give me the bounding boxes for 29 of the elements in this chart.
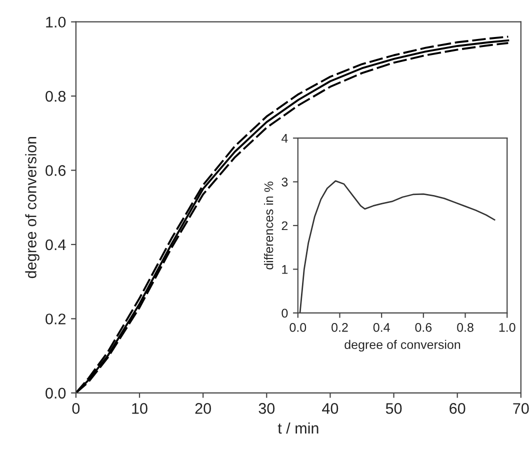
y-tick-label: 3 — [282, 178, 288, 186]
y-tick-label: 0.8 — [46, 90, 66, 102]
x-tick-label: 0.6 — [415, 322, 432, 332]
y-tick-label: 1.0 — [46, 16, 66, 28]
x-tick-label: 0.2 — [332, 322, 348, 332]
y-tick-label: 0.4 — [46, 239, 66, 250]
x-tick-label: 0 — [72, 403, 80, 414]
y-tick-label: 1 — [282, 265, 288, 274]
x-tick-label: 40 — [322, 403, 338, 414]
y-axis-title: differences in % — [264, 182, 274, 270]
x-tick-label: 10 — [132, 403, 148, 414]
y-tick-label: 2 — [282, 221, 288, 230]
y-axis-title: degree of conversion — [25, 137, 40, 278]
x-tick-label: 70 — [513, 403, 529, 414]
x-axis-title: degree of conversion — [344, 340, 460, 352]
y-tick-label: 4 — [282, 134, 288, 143]
x-tick-label: 0.8 — [457, 322, 474, 332]
x-tick-label: 30 — [258, 403, 275, 414]
x-tick-label: 1.0 — [499, 322, 516, 332]
x-tick-label: 20 — [195, 403, 211, 414]
x-tick-label: 60 — [450, 403, 466, 414]
x-axis-title: t / min — [278, 422, 318, 434]
x-tick-label: 0.4 — [373, 322, 390, 332]
y-tick-label: 0.0 — [46, 388, 66, 399]
x-tick-label: 50 — [386, 403, 402, 414]
y-tick-label: 0.6 — [46, 165, 66, 176]
y-tick-label: 0.2 — [46, 314, 66, 324]
x-tick-label: 0.0 — [290, 322, 306, 332]
y-tick-label: 0 — [282, 308, 288, 318]
